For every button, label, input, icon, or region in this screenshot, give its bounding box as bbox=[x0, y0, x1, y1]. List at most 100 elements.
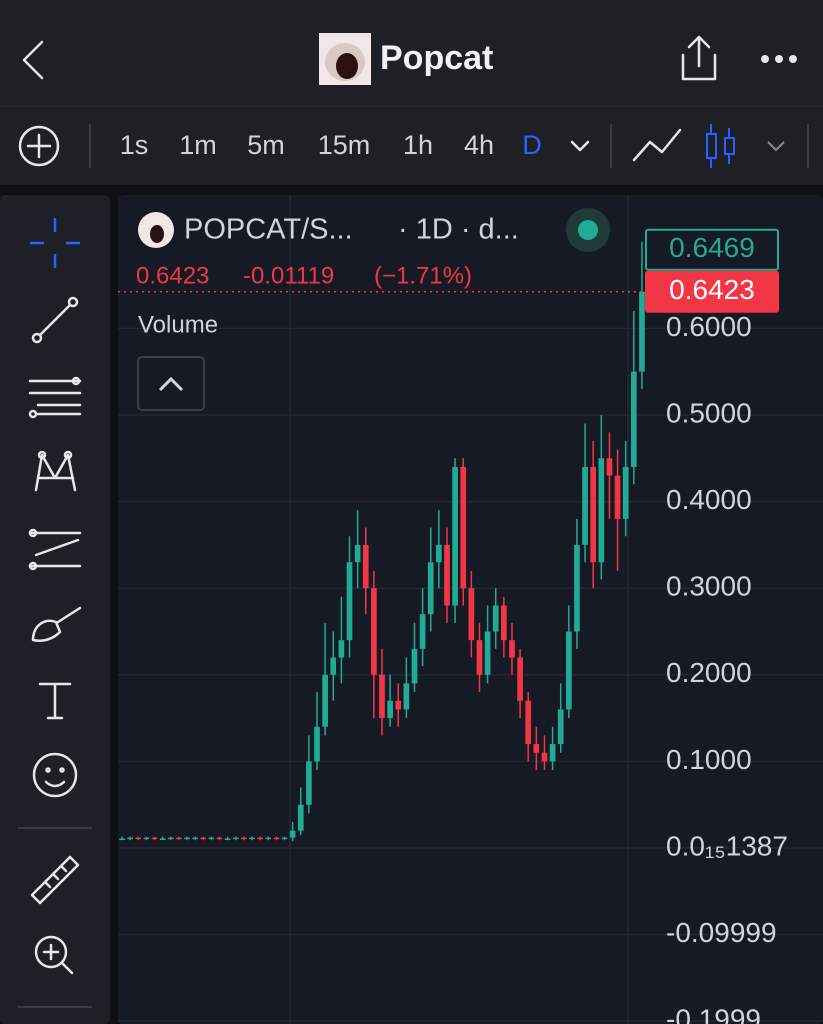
candle-body bbox=[444, 544, 450, 606]
candle-body bbox=[492, 605, 499, 632]
grid bbox=[118, 327, 823, 1022]
intervals: 1s 1m 5m 15m 1h 4h D bbox=[120, 130, 542, 160]
candle-body bbox=[614, 475, 621, 519]
price-label: 0.6469 bbox=[669, 232, 755, 263]
candle-body bbox=[525, 700, 532, 745]
chart-type-dropdown[interactable] bbox=[767, 141, 785, 152]
brush-tool[interactable] bbox=[31, 606, 82, 642]
candle-body bbox=[176, 837, 182, 840]
candle-body bbox=[403, 683, 410, 710]
volume-label: Volume bbox=[138, 311, 218, 338]
candle-body bbox=[151, 837, 158, 840]
collapse-icon bbox=[158, 376, 184, 392]
candle-body bbox=[208, 837, 215, 840]
fib-tool[interactable] bbox=[28, 376, 82, 419]
interval-dropdown[interactable] bbox=[570, 140, 590, 152]
candle-body bbox=[549, 744, 556, 762]
collapse-button[interactable] bbox=[137, 356, 205, 411]
text-tool[interactable] bbox=[38, 682, 72, 720]
more-button[interactable] bbox=[761, 55, 797, 63]
interval-button[interactable]: 1h bbox=[403, 130, 433, 160]
candle-body bbox=[216, 837, 223, 840]
candle-chart-button[interactable] bbox=[706, 124, 735, 168]
candle-body bbox=[460, 466, 467, 589]
candle-body bbox=[557, 709, 564, 745]
interval-button[interactable]: 1s bbox=[120, 130, 149, 160]
candle-body bbox=[224, 838, 231, 840]
candle-body bbox=[565, 631, 572, 710]
y-tick-label: 0.0₁₅1387 bbox=[666, 830, 788, 861]
legend-change-pct: (−1.71%) bbox=[374, 262, 472, 289]
interval-button[interactable]: 15m bbox=[318, 130, 371, 160]
candle-body bbox=[232, 837, 239, 840]
candle-body bbox=[501, 605, 507, 641]
y-tick-label: 0.2000 bbox=[666, 657, 752, 688]
candle-body bbox=[541, 752, 548, 762]
candle-body bbox=[590, 466, 597, 563]
candle-body bbox=[297, 804, 304, 831]
interval-button[interactable]: 1m bbox=[179, 130, 217, 160]
candle-body bbox=[249, 837, 255, 840]
interval-button[interactable]: D bbox=[522, 130, 542, 160]
candle-body bbox=[143, 837, 150, 840]
token-avatar bbox=[319, 33, 371, 85]
candle-body bbox=[273, 837, 280, 840]
candle-body bbox=[582, 466, 588, 545]
trend-line-tool[interactable] bbox=[31, 296, 79, 344]
candle-body bbox=[371, 588, 377, 675]
pattern-tool[interactable] bbox=[34, 450, 77, 492]
interval-button[interactable]: 5m bbox=[247, 130, 285, 160]
drawing-toolbar bbox=[0, 195, 110, 1024]
line-chart-button[interactable] bbox=[632, 128, 682, 162]
candle-body bbox=[159, 838, 166, 840]
back-button[interactable] bbox=[22, 40, 44, 80]
candle-body bbox=[517, 657, 523, 701]
legend-symbol: POPCAT/S... bbox=[184, 214, 353, 246]
candle-body bbox=[484, 631, 491, 675]
price-label-box bbox=[645, 270, 779, 313]
candle-body bbox=[241, 837, 247, 840]
candle-body bbox=[265, 837, 272, 840]
candle-body bbox=[346, 562, 353, 641]
emoji-tool[interactable] bbox=[32, 752, 78, 798]
candle-body bbox=[119, 838, 125, 840]
candle-body bbox=[411, 648, 418, 684]
ruler-tool[interactable] bbox=[30, 855, 80, 905]
top-bar bbox=[0, 0, 823, 105]
candle-body bbox=[468, 588, 475, 641]
candle-body bbox=[322, 674, 328, 727]
candle-body bbox=[306, 761, 312, 805]
legend-last: 0.6423 bbox=[136, 262, 209, 289]
legend-avatar bbox=[138, 212, 174, 248]
candle-body bbox=[509, 640, 515, 658]
candle-body bbox=[330, 657, 337, 675]
zoom-tool[interactable] bbox=[34, 935, 74, 975]
candle-body bbox=[354, 544, 361, 563]
candle-body bbox=[427, 562, 434, 615]
candle-body bbox=[639, 291, 645, 372]
candle-body bbox=[395, 700, 402, 710]
candle-body bbox=[167, 837, 174, 840]
add-indicator-button[interactable] bbox=[18, 125, 60, 167]
candle-body bbox=[379, 674, 385, 719]
y-tick-label: 0.3000 bbox=[666, 571, 752, 602]
candle-body bbox=[192, 837, 199, 840]
y-tick-label: 0.1000 bbox=[666, 744, 752, 775]
crosshair-tool[interactable] bbox=[30, 218, 80, 268]
legend-timeframe: · 1D · d... bbox=[398, 214, 519, 246]
y-tick-label: 0.6000 bbox=[666, 311, 752, 342]
candle-body bbox=[419, 614, 426, 649]
prediction-tool[interactable] bbox=[28, 528, 82, 571]
legend-change: -0.01119 bbox=[243, 262, 334, 289]
share-button[interactable] bbox=[681, 35, 717, 81]
toolbar bbox=[0, 105, 823, 185]
candle-body bbox=[436, 544, 442, 563]
y-tick-label: 0.4000 bbox=[666, 484, 752, 515]
price-axis: -0.1999 -0.09999 0.0₁₅1387 0.1000 0.2000 0.30… bbox=[666, 311, 788, 1024]
candle-body bbox=[387, 700, 393, 719]
market-status-dot bbox=[578, 220, 598, 240]
candle-body bbox=[533, 744, 540, 753]
interval-button[interactable]: 4h bbox=[464, 130, 494, 160]
